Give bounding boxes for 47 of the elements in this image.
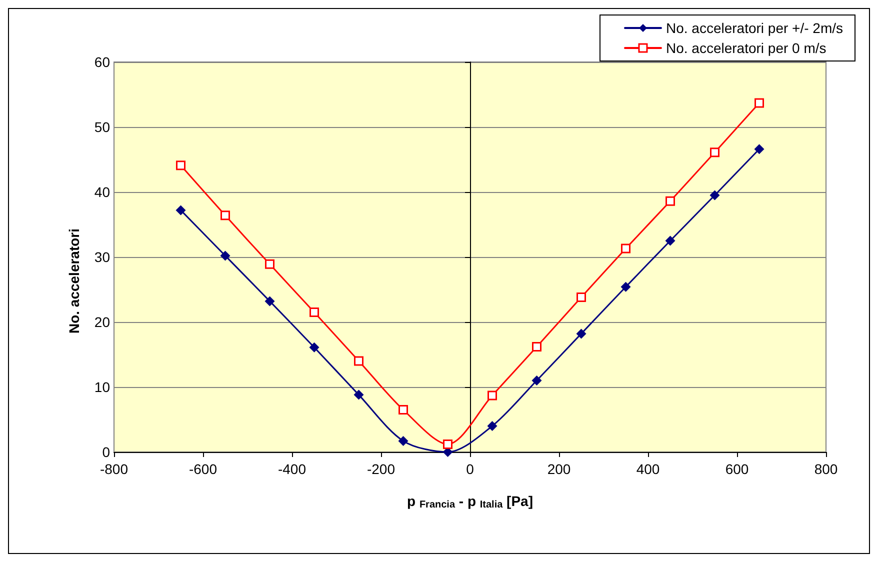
y-tick-label: 50 [94,119,110,135]
x-axis-title: p Francia - p Italia [Pa] [406,493,534,510]
point [176,160,186,170]
x-tick-label: 0 [466,461,474,477]
point [576,328,586,339]
x-tick-label: -600 [188,461,218,477]
point [665,236,676,246]
point [487,421,498,431]
point [309,342,320,352]
point [354,356,364,366]
point [220,250,230,261]
point [666,196,675,206]
point [354,390,364,400]
x-tick-label: 800 [814,461,838,477]
x-tick-label: 200 [547,461,571,477]
point [398,436,408,446]
point [621,244,630,254]
point [310,308,319,317]
point [532,342,542,352]
y-tick-label: 60 [94,54,110,70]
x-tick-label: 400 [636,461,660,477]
point [532,376,542,386]
x-tick-label: -800 [100,461,128,477]
point [620,282,631,292]
y-tick-label: 0 [102,444,110,460]
point [265,259,274,269]
point [576,292,586,302]
point [220,210,230,220]
point [754,144,764,154]
legend-label: No. acceleratori per 0 m/s [666,40,826,56]
point [710,148,720,158]
y-tick-label: 30 [94,249,110,265]
y-tick-label: 20 [94,314,110,330]
point [264,296,275,306]
point [176,205,186,216]
legend-label: No. acceleratori per +/- 2m/s [666,20,844,36]
point [710,190,720,200]
x-tick-label: 600 [725,461,749,477]
x-tick-label: -400 [278,461,306,477]
point [398,405,408,414]
point [488,390,497,400]
point [754,98,764,108]
x-tick-label: -200 [366,461,396,477]
y-axis-title: No. acceleratori [66,228,82,334]
y-tick-label: 40 [94,184,110,200]
y-tick-label: 10 [94,379,110,395]
point [443,439,452,449]
